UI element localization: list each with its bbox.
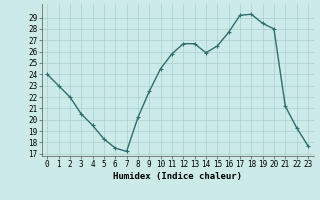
X-axis label: Humidex (Indice chaleur): Humidex (Indice chaleur) [113,172,242,181]
